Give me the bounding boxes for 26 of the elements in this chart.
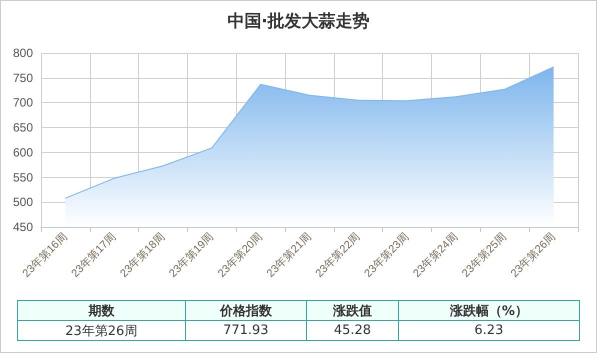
x-tick-label: 23年第19周 — [167, 230, 216, 280]
x-tick-label: 23年第24周 — [411, 230, 460, 280]
x-tick-label: 23年第20周 — [216, 230, 265, 280]
text: 涨跌值 — [306, 300, 398, 320]
y-tick-label: 600 — [12, 145, 34, 160]
text: 涨跌幅（%） — [398, 300, 580, 320]
text: 期数 — [18, 300, 186, 320]
y-tick-label: 500 — [12, 195, 34, 210]
x-tick-label: 23年第23周 — [362, 230, 412, 280]
chart-title: 中国·批发大蒜走势 — [227, 12, 370, 32]
y-tick-label: 800 — [12, 46, 34, 60]
text: 价格指数 — [185, 300, 307, 320]
x-tick-label: 23年第17周 — [69, 230, 118, 280]
y-tick-label: 750 — [12, 70, 34, 85]
text: 23年第26周 — [18, 320, 186, 340]
x-tick-label: 23年第18周 — [118, 230, 168, 280]
x-tick-label: 23年第21周 — [264, 230, 314, 280]
text: 6.23 — [398, 320, 580, 340]
x-tick-label: 23年第25周 — [460, 230, 510, 280]
text: 771.93 — [185, 320, 307, 340]
y-tick-label: 550 — [12, 170, 34, 184]
x-tick-label: 23年第22周 — [313, 230, 363, 280]
y-tick-label: 650 — [12, 120, 34, 135]
text: 45.28 — [306, 320, 398, 340]
x-tick-label: 23年第26周 — [508, 230, 558, 280]
y-tick-label: 700 — [12, 96, 34, 110]
